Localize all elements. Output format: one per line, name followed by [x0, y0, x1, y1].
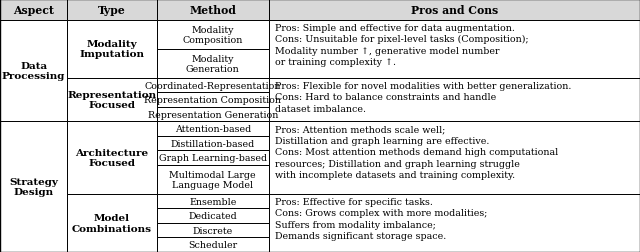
- Text: Modality
Imputation: Modality Imputation: [79, 40, 145, 59]
- Bar: [269, 79, 640, 122]
- Bar: [157, 79, 269, 93]
- Text: Aspect: Aspect: [13, 5, 54, 16]
- Text: Representation Composition: Representation Composition: [144, 96, 282, 105]
- Text: Pros: Flexible for novel modalities with better generalization.
Cons: Hard to ba: Pros: Flexible for novel modalities with…: [275, 82, 572, 113]
- Text: Modality
Generation: Modality Generation: [186, 54, 239, 74]
- Bar: [0, 0, 67, 21]
- Bar: [269, 122, 640, 194]
- Text: Pros: Simple and effective for data augmentation.
Cons: Unsuitable for pixel-lev: Pros: Simple and effective for data augm…: [275, 24, 529, 67]
- Bar: [157, 107, 269, 122]
- Bar: [0, 21, 67, 122]
- Text: Strategy
Design: Strategy Design: [9, 177, 58, 197]
- Text: Scheduler: Scheduler: [188, 240, 237, 249]
- Text: Discrete: Discrete: [193, 226, 233, 235]
- Text: Ensemble: Ensemble: [189, 197, 237, 206]
- Bar: [67, 21, 157, 79]
- Bar: [157, 194, 269, 209]
- Bar: [157, 238, 269, 252]
- Text: Model
Combinations: Model Combinations: [72, 213, 152, 233]
- Bar: [67, 122, 157, 194]
- Text: Modality
Composition: Modality Composition: [182, 25, 243, 45]
- Text: Type: Type: [98, 5, 126, 16]
- Text: Graph Learning-based: Graph Learning-based: [159, 153, 267, 163]
- Text: Dedicated: Dedicated: [188, 211, 237, 220]
- Text: Pros: Effective for specific tasks.
Cons: Grows complex with more modalities;
Su: Pros: Effective for specific tasks. Cons…: [275, 197, 488, 240]
- Bar: [0, 122, 67, 252]
- Bar: [269, 0, 640, 21]
- Text: Architecture
Focused: Architecture Focused: [76, 148, 148, 168]
- Text: Multimodal Large
Language Model: Multimodal Large Language Model: [170, 170, 256, 189]
- Bar: [157, 209, 269, 223]
- Text: Coordinated-Representation: Coordinated-Representation: [145, 81, 281, 90]
- Bar: [157, 151, 269, 165]
- Bar: [67, 0, 157, 21]
- Bar: [269, 194, 640, 252]
- Bar: [157, 122, 269, 136]
- Text: Attention-based: Attention-based: [175, 125, 251, 134]
- Text: Distillation-based: Distillation-based: [171, 139, 255, 148]
- Text: Pros: Attention methods scale well;
Distillation and graph learning are effectiv: Pros: Attention methods scale well; Dist…: [275, 125, 559, 179]
- Text: Representation
Focused: Representation Focused: [67, 90, 157, 110]
- Text: Method: Method: [189, 5, 236, 16]
- Bar: [157, 223, 269, 238]
- Text: Representation Generation: Representation Generation: [148, 110, 278, 119]
- Bar: [157, 50, 269, 79]
- Bar: [67, 194, 157, 252]
- Text: Data
Processing: Data Processing: [2, 61, 65, 81]
- Bar: [269, 21, 640, 79]
- Bar: [67, 79, 157, 122]
- Bar: [157, 93, 269, 107]
- Bar: [157, 21, 269, 50]
- Text: Pros and Cons: Pros and Cons: [411, 5, 498, 16]
- Bar: [157, 0, 269, 21]
- Bar: [157, 136, 269, 151]
- Bar: [157, 165, 269, 194]
